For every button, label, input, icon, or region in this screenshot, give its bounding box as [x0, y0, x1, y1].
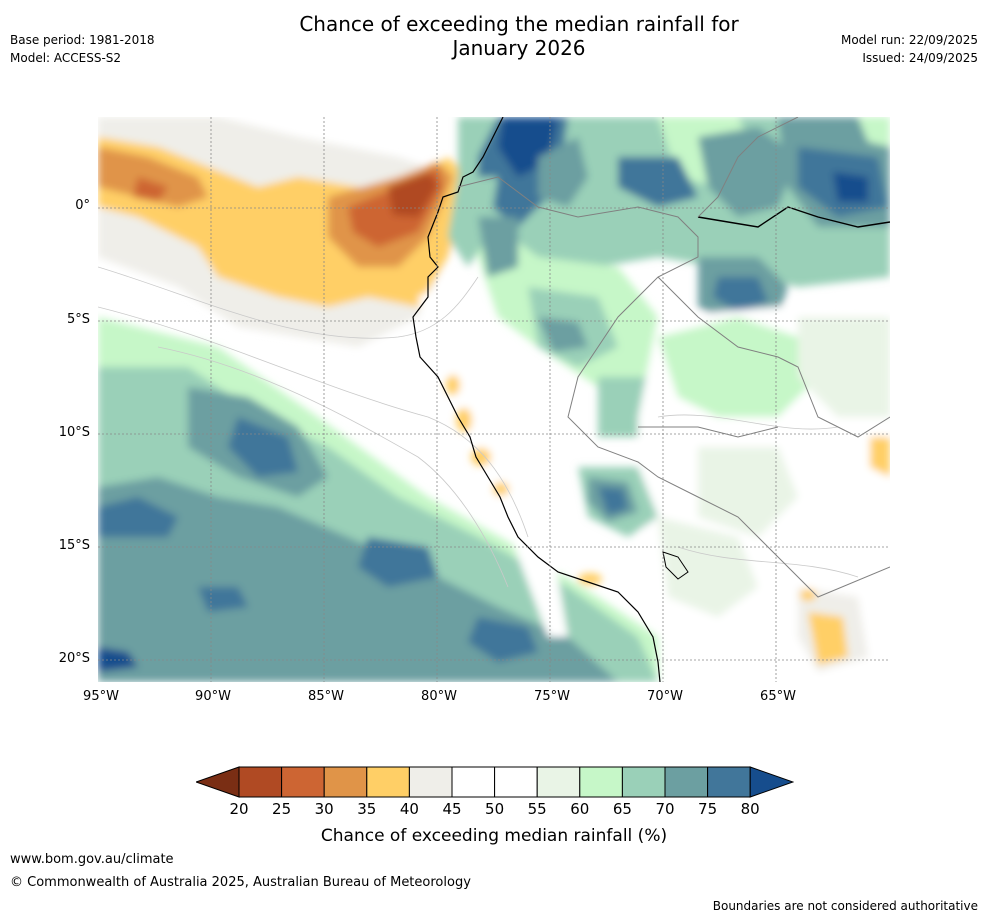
lat-label-10s: 10°S	[58, 425, 90, 440]
coastline	[412, 117, 661, 682]
amazon-coast	[697, 206, 890, 228]
colorbar-seg-45-50	[451, 766, 496, 798]
cb-tick-50: 50	[485, 800, 505, 818]
cb-tick-35: 35	[357, 800, 377, 818]
lon-label-85w: 85°W	[308, 689, 344, 704]
lat-label-0: 0°	[75, 198, 90, 213]
colorbar-seg-30-35	[323, 766, 368, 798]
model-name: Model: ACCESS-S2	[10, 51, 122, 65]
cb-tick-60: 60	[570, 800, 590, 818]
colorbar-seg-35-40	[366, 766, 410, 798]
title-line-1: Chance of exceeding the median rainfall …	[299, 12, 739, 36]
lat-label-15s: 15°S	[58, 538, 90, 553]
probability-fields	[98, 117, 890, 682]
cb-tick-30: 30	[314, 800, 334, 818]
lon-label-65w: 65°W	[760, 689, 796, 704]
meta-left: Base period: 1981-2018 Model: ACCESS-S2	[10, 31, 155, 67]
colorbar-low-extend	[196, 766, 240, 798]
boundaries	[412, 117, 890, 682]
base-period: Base period: 1981-2018	[10, 33, 155, 47]
title-line-2: January 2026	[452, 36, 586, 60]
contour-lines	[98, 266, 859, 588]
colorbar-seg-65-70	[621, 766, 666, 798]
cb-tick-80: 80	[740, 800, 760, 818]
colorbar-seg-40-45	[408, 766, 453, 798]
cb-tick-75: 75	[698, 800, 718, 818]
graticule	[98, 117, 890, 682]
cb-tick-20: 20	[229, 800, 249, 818]
footer-copyright: © Commonwealth of Australia 2025, Austra…	[10, 875, 471, 890]
cb-tick-55: 55	[527, 800, 547, 818]
lat-label-5s: 5°S	[66, 312, 90, 327]
colorbar-seg-50-55	[494, 766, 538, 798]
lon-label-80w: 80°W	[421, 689, 457, 704]
lon-label-75w: 75°W	[534, 689, 570, 704]
lon-label-90w: 90°W	[195, 689, 231, 704]
map-title: Chance of exceeding the median rainfall …	[194, 12, 844, 60]
colorbar-label: Chance of exceeding median rainfall (%)	[320, 826, 668, 846]
footer-note: Boundaries are not considered authoritat…	[712, 899, 978, 913]
rainfall-map	[98, 117, 890, 682]
colorbar-seg-25-30	[281, 766, 325, 798]
lon-label-70w: 70°W	[647, 689, 683, 704]
colorbar-seg-20-25	[238, 766, 283, 798]
colorbar-seg-60-65	[579, 766, 623, 798]
lake-titicaca	[662, 551, 689, 580]
lon-label-95w: 95°W	[83, 689, 119, 704]
cb-tick-25: 25	[272, 800, 292, 818]
colorbar-seg-75-80	[707, 766, 751, 798]
colorbar-seg-55-60	[536, 766, 581, 798]
meta-right: Model run: 22/09/2025 Issued: 24/09/2025	[841, 31, 978, 67]
cb-tick-70: 70	[655, 800, 675, 818]
cb-tick-65: 65	[612, 800, 632, 818]
colorbar	[196, 766, 794, 798]
lat-label-20s: 20°S	[58, 651, 90, 666]
issued-date: Issued: 24/09/2025	[862, 51, 978, 65]
model-run: Model run: 22/09/2025	[840, 33, 978, 47]
cb-tick-40: 40	[399, 800, 419, 818]
colorbar-seg-70-75	[664, 766, 709, 798]
colorbar-high-extend	[749, 766, 794, 798]
country-borders	[457, 176, 890, 598]
cb-tick-45: 45	[442, 800, 462, 818]
footer-url[interactable]: www.bom.gov.au/climate	[10, 852, 174, 867]
